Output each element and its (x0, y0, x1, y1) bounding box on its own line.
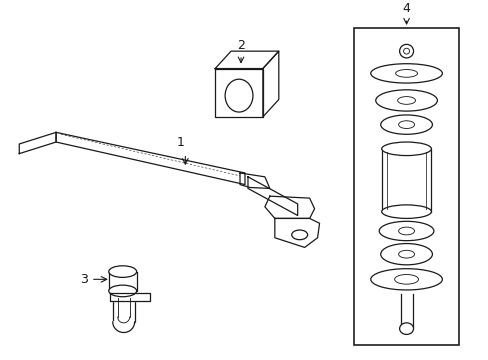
Polygon shape (19, 132, 56, 154)
Polygon shape (400, 294, 412, 327)
Polygon shape (264, 196, 314, 219)
Bar (354, 28, 458, 345)
Ellipse shape (381, 205, 430, 219)
Polygon shape (109, 293, 149, 301)
Ellipse shape (394, 274, 418, 284)
Ellipse shape (397, 96, 415, 104)
Polygon shape (108, 271, 136, 291)
Polygon shape (240, 173, 269, 188)
Ellipse shape (108, 266, 136, 278)
Text: 3: 3 (80, 273, 88, 286)
Text: 2: 2 (237, 39, 244, 52)
Ellipse shape (370, 269, 442, 290)
Ellipse shape (399, 323, 413, 334)
Polygon shape (263, 51, 278, 117)
Ellipse shape (370, 64, 442, 83)
Ellipse shape (398, 121, 414, 129)
Ellipse shape (380, 115, 431, 134)
Ellipse shape (380, 244, 431, 265)
Ellipse shape (398, 227, 414, 235)
Ellipse shape (108, 285, 136, 297)
Ellipse shape (224, 79, 252, 112)
Polygon shape (274, 219, 319, 247)
Polygon shape (247, 177, 297, 216)
Text: 4: 4 (402, 3, 409, 15)
Polygon shape (215, 68, 263, 117)
Ellipse shape (395, 69, 417, 77)
Ellipse shape (375, 90, 436, 111)
Polygon shape (113, 322, 134, 333)
Polygon shape (381, 149, 430, 212)
Ellipse shape (379, 221, 433, 240)
Ellipse shape (398, 250, 414, 258)
Circle shape (399, 44, 413, 58)
Text: 1: 1 (176, 136, 184, 149)
Ellipse shape (291, 230, 307, 240)
Polygon shape (56, 132, 244, 185)
Polygon shape (215, 51, 278, 68)
Ellipse shape (381, 142, 430, 156)
